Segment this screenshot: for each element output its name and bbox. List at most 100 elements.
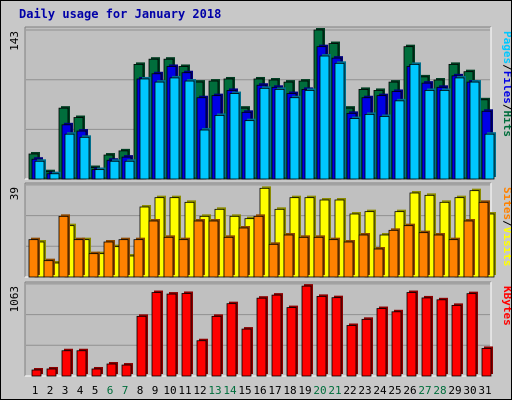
- bar-kbytes-day-29: [451, 304, 462, 377]
- day-label-28: 28: [433, 384, 446, 397]
- bar-sites-day-22: [343, 241, 354, 278]
- bar-pages-day-4: [79, 136, 90, 180]
- bar-sites-day-20: [313, 236, 324, 278]
- bar-sites-day-4: [73, 239, 84, 278]
- bar-sites-day-31: [478, 201, 489, 278]
- bar-pages-day-27: [424, 90, 435, 180]
- day-label-10: 10: [163, 384, 176, 397]
- day-label-1: 1: [32, 384, 39, 397]
- bar-kbytes-day-14: [226, 303, 237, 377]
- ylabel-part: Files: [501, 71, 511, 104]
- bar-sites-day-27: [418, 232, 429, 278]
- bar-kbytes-day-2: [46, 368, 57, 377]
- day-label-31: 31: [478, 384, 491, 397]
- bar-sites-day-2: [43, 260, 54, 278]
- bar-sites-day-26: [403, 225, 414, 278]
- day-label-21: 21: [328, 384, 341, 397]
- bar-pages-day-13: [214, 115, 225, 180]
- bar-sites-day-9: [148, 220, 159, 278]
- bar-pages-day-30: [469, 81, 480, 180]
- bar-pages-day-14: [229, 93, 240, 180]
- bar-kbytes-day-24: [376, 308, 387, 377]
- bar-sites-day-29: [448, 239, 459, 278]
- bar-sites-day-24: [373, 248, 384, 278]
- bar-pages-day-26: [409, 63, 420, 180]
- day-label-20: 20: [313, 384, 326, 397]
- ylabel-part: Hits: [501, 111, 511, 138]
- bar-kbytes-day-11: [181, 293, 192, 377]
- day-label-14: 14: [223, 384, 237, 397]
- ylabel-part: /: [501, 104, 511, 111]
- day-label-3: 3: [62, 384, 69, 397]
- bar-pages-day-19: [304, 90, 315, 180]
- day-label-15: 15: [238, 384, 251, 397]
- bar-kbytes-day-25: [391, 311, 402, 377]
- bar-sites-day-11: [178, 239, 189, 278]
- bar-sites-day-13: [208, 220, 219, 278]
- bar-pages-day-15: [244, 120, 255, 180]
- day-label-9: 9: [152, 384, 159, 397]
- bar-kbytes-day-23: [361, 318, 372, 377]
- bar-pages-day-12: [199, 129, 210, 180]
- day-label-5: 5: [92, 384, 99, 397]
- bar-sites-day-19: [298, 236, 309, 278]
- bar-kbytes-day-8: [136, 315, 147, 377]
- bar-sites-day-14: [223, 236, 234, 278]
- ylabel-part: /: [501, 220, 511, 227]
- day-label-12: 12: [193, 384, 206, 397]
- chart-title: Daily usage for January 2018: [19, 7, 222, 21]
- day-label-27: 27: [418, 384, 431, 397]
- day-label-16: 16: [253, 384, 266, 397]
- day-label-13: 13: [208, 384, 221, 397]
- day-label-24: 24: [373, 384, 387, 397]
- bar-pages-day-11: [184, 80, 195, 180]
- bar-sites-day-5: [88, 253, 99, 278]
- bar-pages-day-10: [169, 77, 180, 180]
- bar-sites-day-7: [118, 239, 129, 278]
- bar-kbytes-day-28: [436, 299, 447, 377]
- bar-sites-day-15: [238, 227, 249, 278]
- ylabel-part: /: [501, 64, 511, 71]
- bar-kbytes-day-22: [346, 325, 357, 377]
- day-label-7: 7: [122, 384, 129, 397]
- bar-sites-day-16: [253, 215, 264, 278]
- bar-kbytes-day-1: [31, 369, 42, 377]
- bar-sites-day-17: [268, 243, 279, 278]
- bar-pages-day-22: [349, 118, 360, 180]
- bar-kbytes-day-10: [166, 293, 177, 377]
- bar-kbytes-day-20: [316, 295, 327, 377]
- ylabel-2: Sites/Visits: [501, 187, 511, 267]
- bar-kbytes-day-21: [331, 297, 342, 377]
- bar-sites-day-3: [58, 215, 69, 278]
- bar-sites-day-23: [358, 234, 369, 278]
- bar-kbytes-day-12: [196, 340, 207, 377]
- day-label-17: 17: [268, 384, 281, 397]
- day-label-6: 6: [107, 384, 114, 397]
- bar-kbytes-day-6: [106, 363, 117, 377]
- bar-kbytes-day-17: [271, 294, 282, 377]
- ylabel-part: KBytes: [501, 286, 511, 326]
- day-label-11: 11: [178, 384, 191, 397]
- bar-kbytes-day-30: [466, 293, 477, 377]
- ylabel-3: KBytes: [501, 286, 511, 326]
- bar-kbytes-day-15: [241, 328, 252, 377]
- bar-pages-day-28: [439, 90, 450, 180]
- day-label-4: 4: [77, 384, 84, 397]
- bar-sites-day-12: [193, 220, 204, 278]
- bar-sites-day-10: [163, 236, 174, 278]
- bar-kbytes-day-9: [151, 292, 162, 377]
- bar-pages-day-9: [154, 81, 165, 180]
- day-label-22: 22: [343, 384, 356, 397]
- bar-pages-day-6: [109, 160, 120, 180]
- day-label-29: 29: [448, 384, 461, 397]
- bar-pages-day-29: [454, 77, 465, 180]
- bar-kbytes-day-4: [76, 350, 87, 377]
- day-label-26: 26: [403, 384, 416, 397]
- bar-pages-day-31: [484, 133, 495, 180]
- bar-kbytes-day-5: [91, 368, 102, 377]
- day-label-2: 2: [47, 384, 54, 397]
- day-label-18: 18: [283, 384, 296, 397]
- day-label-19: 19: [298, 384, 311, 397]
